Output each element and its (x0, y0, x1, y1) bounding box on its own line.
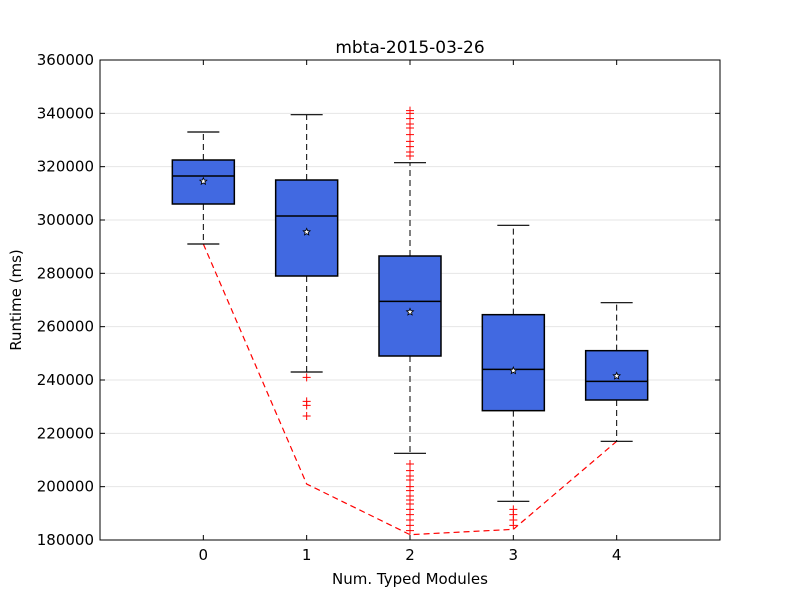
x-axis-label: Num. Typed Modules (332, 570, 488, 588)
outlier-marker (302, 373, 311, 382)
y-tick-label: 200000 (37, 478, 94, 496)
y-tick-label: 320000 (37, 158, 94, 176)
y-tick-label: 220000 (37, 424, 94, 442)
x-tick-label: 4 (612, 546, 622, 564)
mean-marker (405, 307, 415, 316)
boxes-layer (171, 106, 649, 535)
y-tick-label: 180000 (37, 531, 94, 549)
outlier-marker (509, 521, 518, 530)
mean-marker (198, 176, 208, 186)
y-tick-label: 240000 (37, 371, 94, 389)
x-tick-label: 3 (509, 546, 519, 564)
box-group (274, 114, 339, 420)
x-tick-label: 1 (302, 546, 312, 564)
trend-line-layer (202, 243, 618, 536)
x-tick-label: 0 (199, 546, 209, 564)
outlier-marker (406, 130, 414, 139)
box-group (171, 131, 236, 245)
mean-marker (612, 371, 622, 380)
mean-marker (508, 366, 518, 375)
outlier-marker (406, 106, 414, 115)
outlier-marker (406, 526, 414, 535)
box-iqr (378, 255, 442, 357)
y-axis-label: Runtime (ms) (7, 249, 25, 351)
mean-marker (302, 227, 312, 236)
box-group (584, 302, 649, 442)
outlier-marker (302, 401, 311, 410)
trend-line (202, 243, 618, 536)
chart-title: mbta-2015-03-26 (335, 38, 484, 58)
y-tick-label: 260000 (37, 318, 94, 336)
y-tick-label: 300000 (37, 211, 94, 229)
axes-layer: 180000 200000 220000 240000 260000 280000 3000… (37, 51, 720, 564)
box-iqr (481, 313, 546, 412)
y-tick-label: 280000 (37, 264, 94, 282)
outlier-marker (302, 412, 311, 420)
y-tick-label: 340000 (37, 104, 94, 122)
box-group (481, 224, 546, 530)
y-tick-label: 360000 (37, 51, 94, 69)
x-tick-label: 2 (405, 546, 415, 564)
box-group (378, 106, 442, 535)
